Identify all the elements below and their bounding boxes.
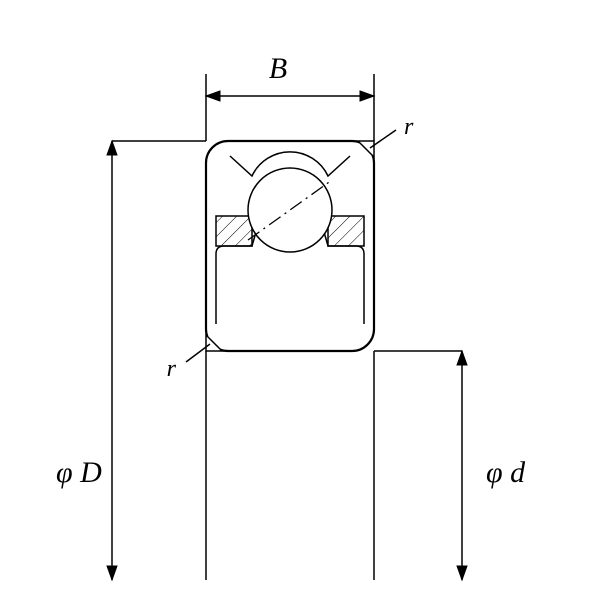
dim-d — [374, 351, 467, 580]
dim-B — [206, 74, 374, 141]
bearing-diagram: B φ D φ d r r — [0, 0, 600, 600]
label-d: φ d — [486, 456, 526, 489]
dim-D — [107, 141, 206, 580]
raceway-right — [328, 216, 364, 246]
label-D: φ D — [56, 456, 102, 489]
raceway-left — [216, 216, 252, 246]
label-r-bottom: r — [167, 356, 177, 382]
ball — [248, 168, 332, 252]
label-r-top: r — [404, 114, 414, 140]
label-B: B — [269, 52, 287, 85]
